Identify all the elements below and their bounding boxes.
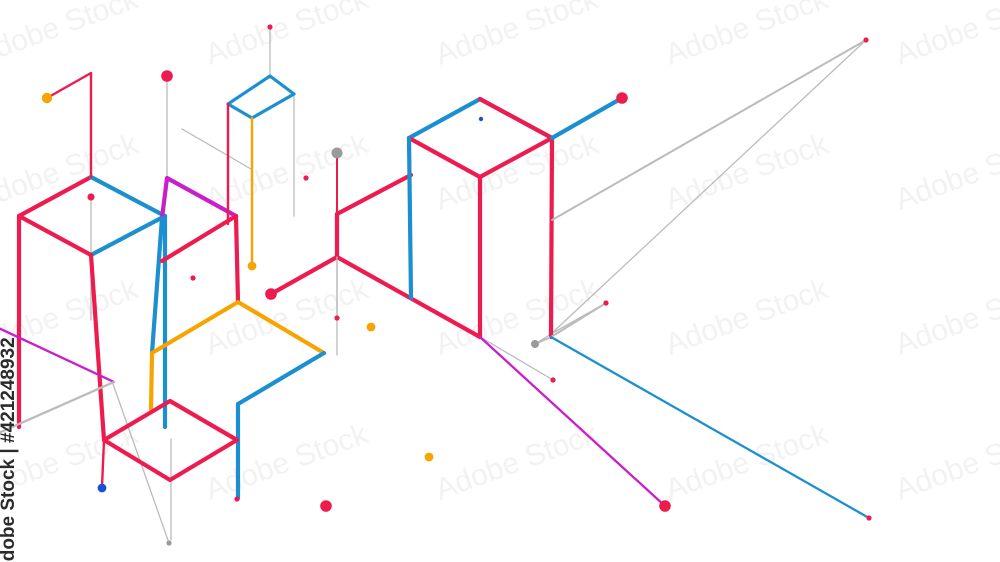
svg-text:Adobe Stock | #421248932: Adobe Stock | #421248932 (0, 337, 19, 562)
